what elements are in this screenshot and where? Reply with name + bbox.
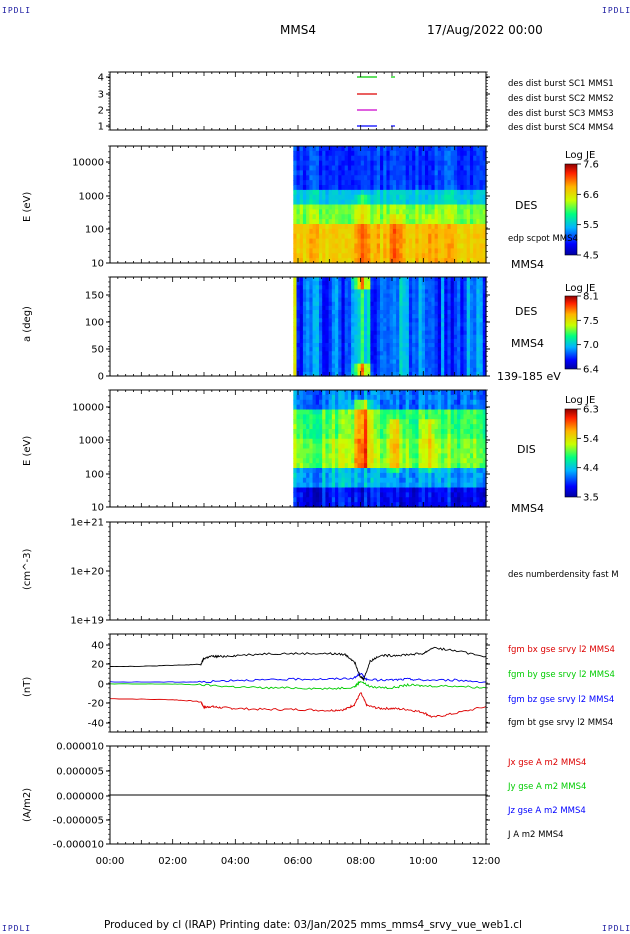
ytick-label-density: 1e+19 [70, 616, 104, 627]
jy-legend: Jy gse A m2 MMS4 [508, 782, 587, 792]
corner-label-tl: IPDLI [2, 6, 32, 15]
panel-frame-density [109, 521, 487, 621]
ytick-label-fgm: -40 [88, 719, 104, 730]
panel-frame-fgm [109, 633, 487, 733]
ytick-label-des-energy: 1000 [79, 192, 104, 203]
ytick-label-des-pitch: 0 [98, 372, 104, 383]
fgm-series-line [110, 646, 487, 682]
xtick-label: 08:00 [346, 856, 375, 867]
jx-legend: Jx gse A m2 MMS4 [508, 758, 587, 768]
ytick-label-availability: 2 [98, 106, 104, 117]
colorbar-tick-label: 4.4 [583, 463, 599, 474]
dis-label: DIS [517, 443, 536, 456]
corner-label-tr: IPDLI [602, 6, 630, 15]
colorbar-tick-label: 5.4 [583, 434, 599, 445]
colorbar [564, 163, 578, 256]
ytick-label-des-energy: 10 [91, 259, 104, 270]
ytick-label-des-pitch: 50 [91, 345, 104, 356]
ytick-label-des-energy: 100 [85, 225, 104, 236]
date-title: 17/Aug/2022 00:00 [427, 23, 543, 37]
heatmap-des-pitch [293, 277, 487, 377]
des-pitch-label: DES [515, 305, 538, 318]
spacecraft-title: MMS4 [280, 23, 316, 37]
xtick-label: 06:00 [284, 856, 313, 867]
fgm-bz-legend: fgm bz gse srvy l2 MMS4 [508, 695, 615, 705]
colorbar-tick-label: 8.1 [583, 292, 599, 303]
fgm-bt-legend: fgm bt gse srvy l2 MMS4 [508, 718, 614, 728]
colorbar-tick-label: 7.5 [583, 316, 599, 327]
des-label: DES [515, 199, 538, 212]
colorbar [564, 295, 578, 370]
ytick-label-availability: 3 [98, 90, 104, 101]
ytick-label-current: 0.000010 [56, 742, 104, 753]
edp-label: edp scpot MMS4 [508, 234, 578, 244]
ytick-label-density: 1e+21 [70, 518, 104, 529]
colorbar-tick-label: 3.5 [583, 493, 599, 504]
heatmap-dis-energy [293, 390, 487, 508]
des-mms4-label: MMS4 [511, 258, 544, 271]
xtick-label: 12:00 [472, 856, 501, 867]
panel-frame-availability [109, 71, 487, 131]
ytick-label-current: 0.000000 [56, 792, 104, 803]
xtick-label: 00:00 [96, 856, 125, 867]
j-legend: J A m2 MMS4 [508, 830, 564, 840]
ytick-label-dis-energy: 1000 [79, 436, 104, 447]
fgm-bx-legend: fgm bx gse srvy l2 MMS4 [508, 645, 615, 655]
ytick-label-availability: 4 [98, 73, 104, 84]
ytick-label-dis-energy: 10000 [72, 403, 104, 414]
ytick-label-fgm: 40 [91, 641, 104, 652]
fgm-series-line [109, 671, 486, 684]
ytick-label-current: 0.000005 [56, 767, 104, 778]
legend-mms3: des dist burst SC3 MMS3 [508, 109, 614, 119]
ytick-label-fgm: 20 [91, 660, 104, 671]
ytick-label-dis-energy: 100 [85, 470, 104, 481]
colorbar-tick-label: 4.5 [583, 251, 599, 262]
ytick-label-availability: 1 [98, 122, 104, 133]
ytick-label-current: -0.000010 [53, 840, 104, 851]
pitch-mms4-label: MMS4 [511, 337, 544, 350]
ytick-label-fgm: -20 [88, 699, 104, 710]
fgm-series-line [110, 692, 487, 718]
colorbar [564, 408, 578, 498]
ytick-label-dis-energy: 10 [91, 503, 104, 514]
corner-label-bl: IPDLI [2, 924, 32, 933]
fgm-by-legend: fgm by gse srvy l2 MMS4 [508, 670, 615, 680]
energy-range-label: 139-185 eV [497, 370, 561, 383]
xtick-label: 02:00 [158, 856, 187, 867]
colorbar-tick-label: 6.4 [583, 365, 599, 376]
jz-legend: Jz gse A m2 MMS4 [508, 806, 586, 816]
colorbar-tick-label: 6.6 [583, 190, 599, 201]
xtick-label: 10:00 [409, 856, 438, 867]
xtick-label: 04:00 [221, 856, 250, 867]
colorbar-title-3: Log JE [565, 395, 596, 406]
footer-credit: Produced by cl (IRAP) Printing date: 03/… [104, 919, 522, 931]
legend-mms2: des dist burst SC2 MMS2 [508, 94, 614, 104]
fgm-series-line [109, 680, 487, 691]
colorbar-tick-label: 7.0 [583, 340, 599, 351]
corner-label-br: IPDLI [602, 924, 630, 933]
ytick-label-density: 1e+20 [70, 567, 104, 578]
dis-mms4-label: MMS4 [511, 502, 544, 515]
legend-mms1: des dist burst SC1 MMS1 [508, 79, 614, 89]
heatmap-des-energy [293, 146, 487, 264]
ytick-label-current: -0.000005 [53, 816, 104, 827]
ytick-label-des-pitch: 150 [85, 291, 104, 302]
colorbar-title-1: Log JE [565, 150, 596, 161]
colorbar-tick-label: 7.6 [583, 160, 599, 171]
ytick-label-des-energy: 10000 [72, 158, 104, 169]
colorbar-title-2: Log JE [565, 283, 596, 294]
legend-mms4: des dist burst SC4 MMS4 [508, 123, 614, 133]
ytick-label-fgm: 0 [98, 680, 104, 691]
colorbar-tick-label: 5.5 [583, 220, 599, 231]
density-label: des numberdensity fast M [508, 570, 619, 580]
ytick-label-des-pitch: 100 [85, 318, 104, 329]
colorbar-tick-label: 6.3 [583, 405, 599, 416]
